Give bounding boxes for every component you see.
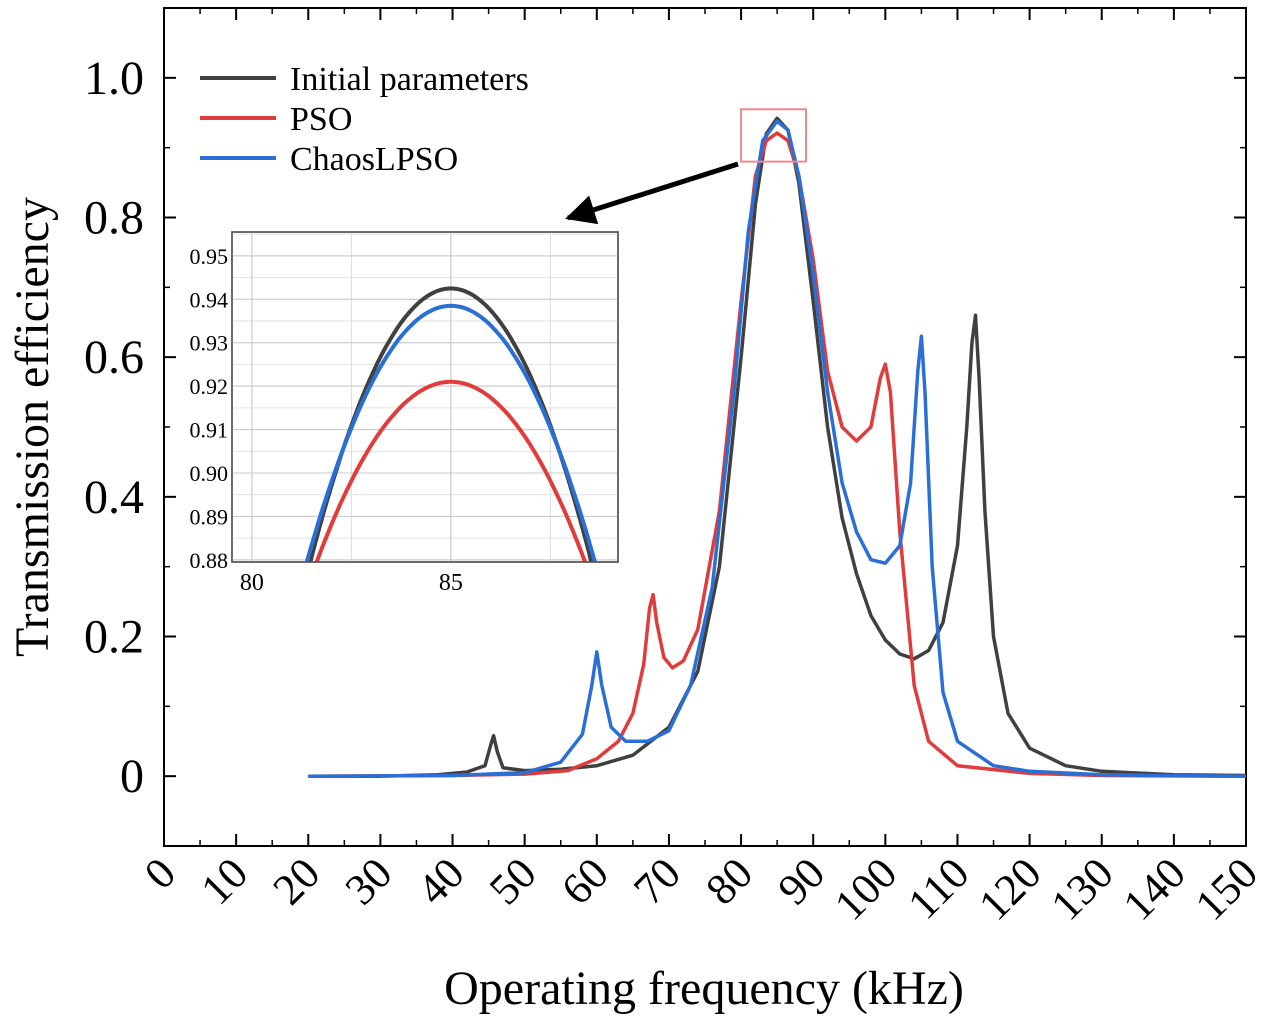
inset-frame [231, 231, 619, 563]
zoom-highlight-box [740, 108, 807, 163]
x-tick-label: 10 [191, 848, 257, 914]
inset-series-line-pso [314, 379, 588, 562]
y-tick-labels: 0 0.2 0.4 0.6 0.8 1.0 [84, 52, 144, 803]
y-tick-label: 1.0 [84, 52, 144, 105]
y-tick-label: 0.8 [84, 192, 144, 245]
legend-label-pso: PSO [290, 101, 352, 138]
series-line-initial-parameters [308, 116, 1246, 778]
x-tick-label: 60 [552, 848, 618, 914]
main-ticks [163, 8, 1247, 846]
legend: Initial parameters PSO ChaosLPSO [200, 61, 529, 178]
inset-y-tick-label: 0.90 [190, 461, 229, 486]
x-tick-label: 30 [336, 848, 402, 914]
x-tick-label: 110 [898, 848, 978, 928]
main-series-group [308, 116, 1246, 778]
inset-y-tick-label: 0.93 [190, 331, 229, 356]
x-tick-label: 80 [696, 848, 762, 914]
x-tick-label: 20 [264, 848, 330, 914]
y-tick-label: 0.4 [84, 471, 144, 524]
series-line-pso [308, 131, 1246, 778]
inset-series-line-chaoslpso [304, 303, 598, 562]
inset-y-tick-label: 0.92 [190, 374, 229, 399]
legend-label-chaoslpso: ChaosLPSO [290, 141, 458, 178]
inset-x-tick-label: 85 [439, 570, 463, 596]
inset-x-tick-label: 80 [240, 570, 264, 596]
zoom-arrow [565, 161, 739, 225]
x-tick-label: 50 [480, 848, 546, 914]
x-tick-label: 120 [969, 848, 1050, 929]
x-tick-label: 150 [1186, 848, 1267, 929]
x-tick-label: 140 [1114, 848, 1195, 929]
y-tick-label: 0.2 [84, 611, 144, 664]
inset-y-tick-label: 0.91 [190, 418, 229, 443]
inset-frame-top [231, 231, 619, 563]
x-tick-label: 0 [135, 848, 185, 898]
inset-y-tick-label: 0.89 [190, 504, 229, 529]
y-axis-title: Transmission efficiency [6, 197, 59, 657]
x-tick-label: 90 [769, 848, 835, 914]
legend-label-initial: Initial parameters [290, 61, 529, 98]
inset-y-tick-label: 0.95 [190, 244, 229, 269]
x-tick-label: 130 [1041, 848, 1122, 929]
x-axis-title: Operating frequency (kHz) [444, 962, 964, 1015]
y-tick-label: 0 [120, 750, 144, 803]
x-tick-label: 70 [624, 848, 690, 914]
x-tick-label: 100 [825, 848, 906, 929]
inset-y-tick-label: 0.88 [190, 548, 229, 573]
x-tick-label: 40 [408, 848, 474, 914]
inset-series-group [304, 286, 598, 562]
series-line-chaoslpso [308, 119, 1246, 778]
inset-y-tick-label: 0.94 [190, 287, 229, 312]
y-tick-label: 0.6 [84, 331, 144, 384]
inset-tick-labels: 0.88 0.89 0.90 0.91 0.92 0.93 0.94 0.95 80 85 [190, 244, 463, 596]
inset-chart: 0.88 0.89 0.90 0.91 0.92 0.93 0.94 0.95 80 85 [190, 231, 619, 596]
